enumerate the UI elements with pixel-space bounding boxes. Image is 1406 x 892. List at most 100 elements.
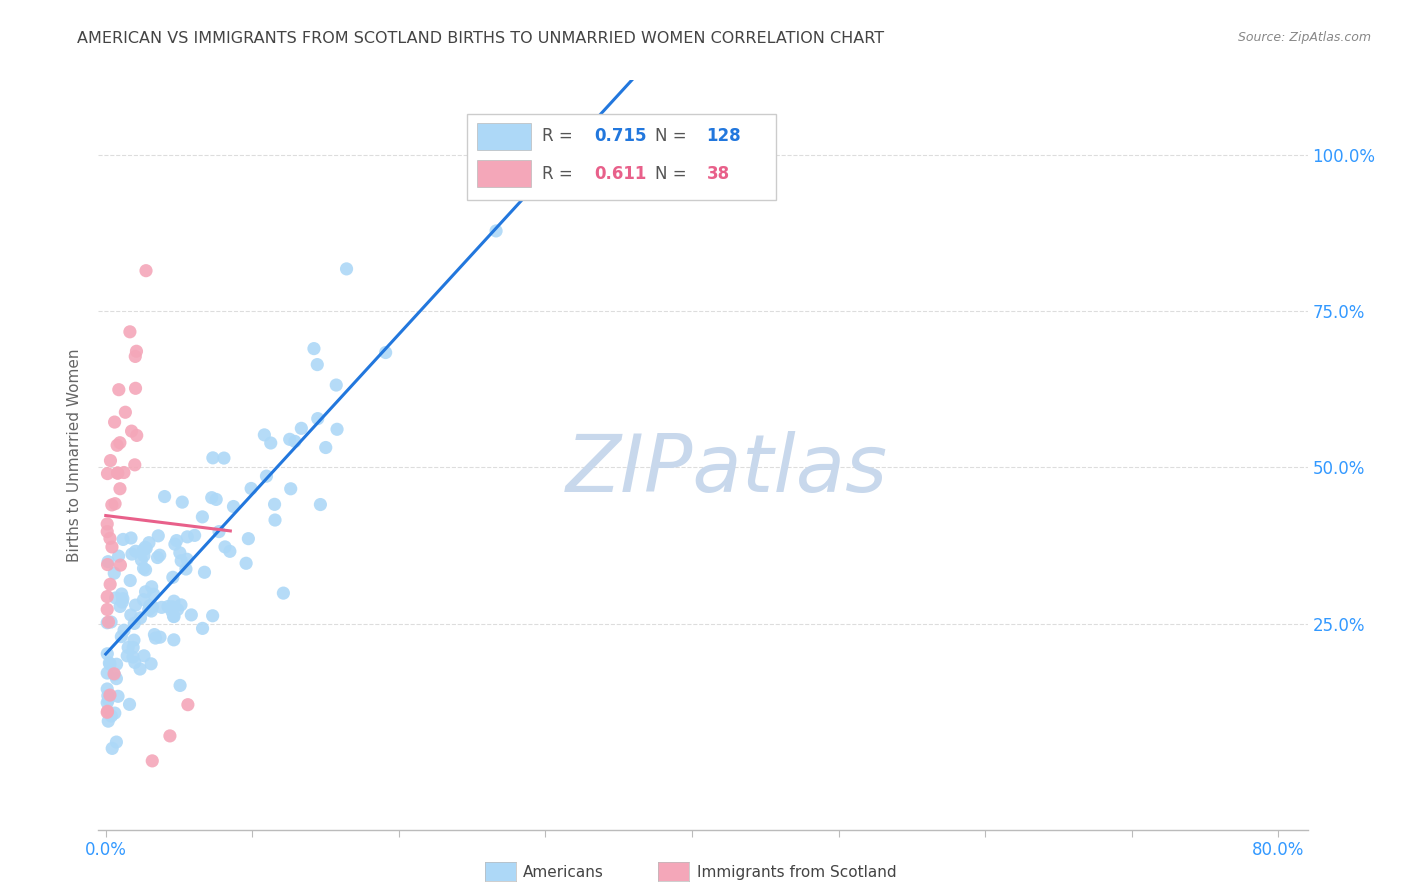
Bar [477, 123, 531, 150]
Point [160, 605, 183, 619]
Point [98, 532, 121, 546]
Point [159, 729, 181, 743]
Point [97, 555, 120, 569]
Point [98, 657, 121, 671]
Text: Americans: Americans [523, 865, 605, 880]
Point [108, 599, 131, 614]
Text: AMERICAN VS IMMIGRANTS FROM SCOTLAND BIRTHS TO UNMARRIED WOMEN CORRELATION CHART: AMERICAN VS IMMIGRANTS FROM SCOTLAND BIR… [77, 31, 884, 46]
Point [111, 591, 134, 606]
Point [118, 325, 141, 339]
Point [141, 580, 163, 594]
Text: 38: 38 [707, 165, 730, 183]
Point [124, 616, 146, 631]
Point [335, 261, 357, 276]
Text: N =: N = [655, 165, 692, 183]
Point [163, 609, 186, 624]
Point [96, 467, 118, 481]
Point [138, 535, 160, 549]
Point [280, 482, 302, 496]
FancyBboxPatch shape [467, 114, 776, 200]
Point [222, 500, 245, 514]
Point [124, 544, 146, 558]
Point [163, 537, 186, 551]
Point [176, 552, 198, 566]
Point [104, 415, 127, 429]
Point [169, 546, 191, 560]
Point [96, 666, 118, 681]
Point [101, 540, 124, 554]
Point [166, 533, 188, 548]
Point [309, 498, 332, 512]
Point [177, 698, 200, 712]
Point [98, 656, 121, 670]
Point [205, 492, 228, 507]
Point [132, 543, 155, 558]
Point [163, 594, 186, 608]
Point [124, 598, 146, 612]
Point [238, 532, 260, 546]
Point [112, 466, 135, 480]
Point [253, 428, 276, 442]
Point [218, 544, 240, 558]
Point [193, 566, 215, 580]
Point [96, 590, 118, 604]
Text: Source: ZipAtlas.com: Source: ZipAtlas.com [1237, 31, 1371, 45]
Point [100, 453, 122, 467]
Point [97, 615, 120, 629]
Point [160, 599, 183, 614]
Point [125, 428, 148, 442]
Point [145, 631, 167, 645]
Point [105, 735, 128, 749]
Point [117, 640, 139, 655]
Point [201, 608, 224, 623]
Point [110, 587, 132, 601]
Text: ZIPatlas: ZIPatlas [567, 431, 889, 509]
Point [264, 513, 287, 527]
Point [212, 451, 235, 466]
Point [107, 466, 129, 480]
Point [103, 666, 125, 681]
Point [105, 438, 128, 452]
Point [121, 547, 143, 561]
Point [122, 650, 145, 665]
Point [256, 469, 278, 483]
Point [139, 657, 162, 671]
Point [149, 548, 172, 562]
Point [278, 433, 301, 447]
Point [100, 615, 122, 629]
Point [97, 692, 120, 706]
Point [307, 411, 329, 425]
Point [176, 530, 198, 544]
Point [263, 497, 285, 511]
Point [180, 607, 202, 622]
Point [112, 533, 135, 547]
Point [124, 381, 146, 395]
Point [485, 224, 508, 238]
Point [142, 587, 165, 601]
Point [101, 741, 124, 756]
Point [100, 709, 122, 723]
Point [235, 556, 257, 570]
Point [112, 624, 135, 638]
Point [101, 498, 124, 512]
Point [163, 632, 186, 647]
Point [96, 681, 118, 696]
Point [122, 633, 145, 648]
Point [162, 609, 184, 624]
Point [273, 586, 295, 600]
Point [135, 541, 157, 556]
Point [107, 466, 129, 480]
Point [96, 602, 118, 616]
Point [141, 604, 163, 618]
Point [121, 424, 143, 438]
Point [201, 491, 224, 505]
Point [325, 378, 347, 392]
Point [129, 662, 152, 676]
Point [111, 595, 134, 609]
Point [110, 630, 132, 644]
Point [302, 342, 325, 356]
Point [141, 754, 163, 768]
Point [105, 657, 128, 672]
Point [96, 696, 118, 710]
Point [114, 405, 136, 419]
